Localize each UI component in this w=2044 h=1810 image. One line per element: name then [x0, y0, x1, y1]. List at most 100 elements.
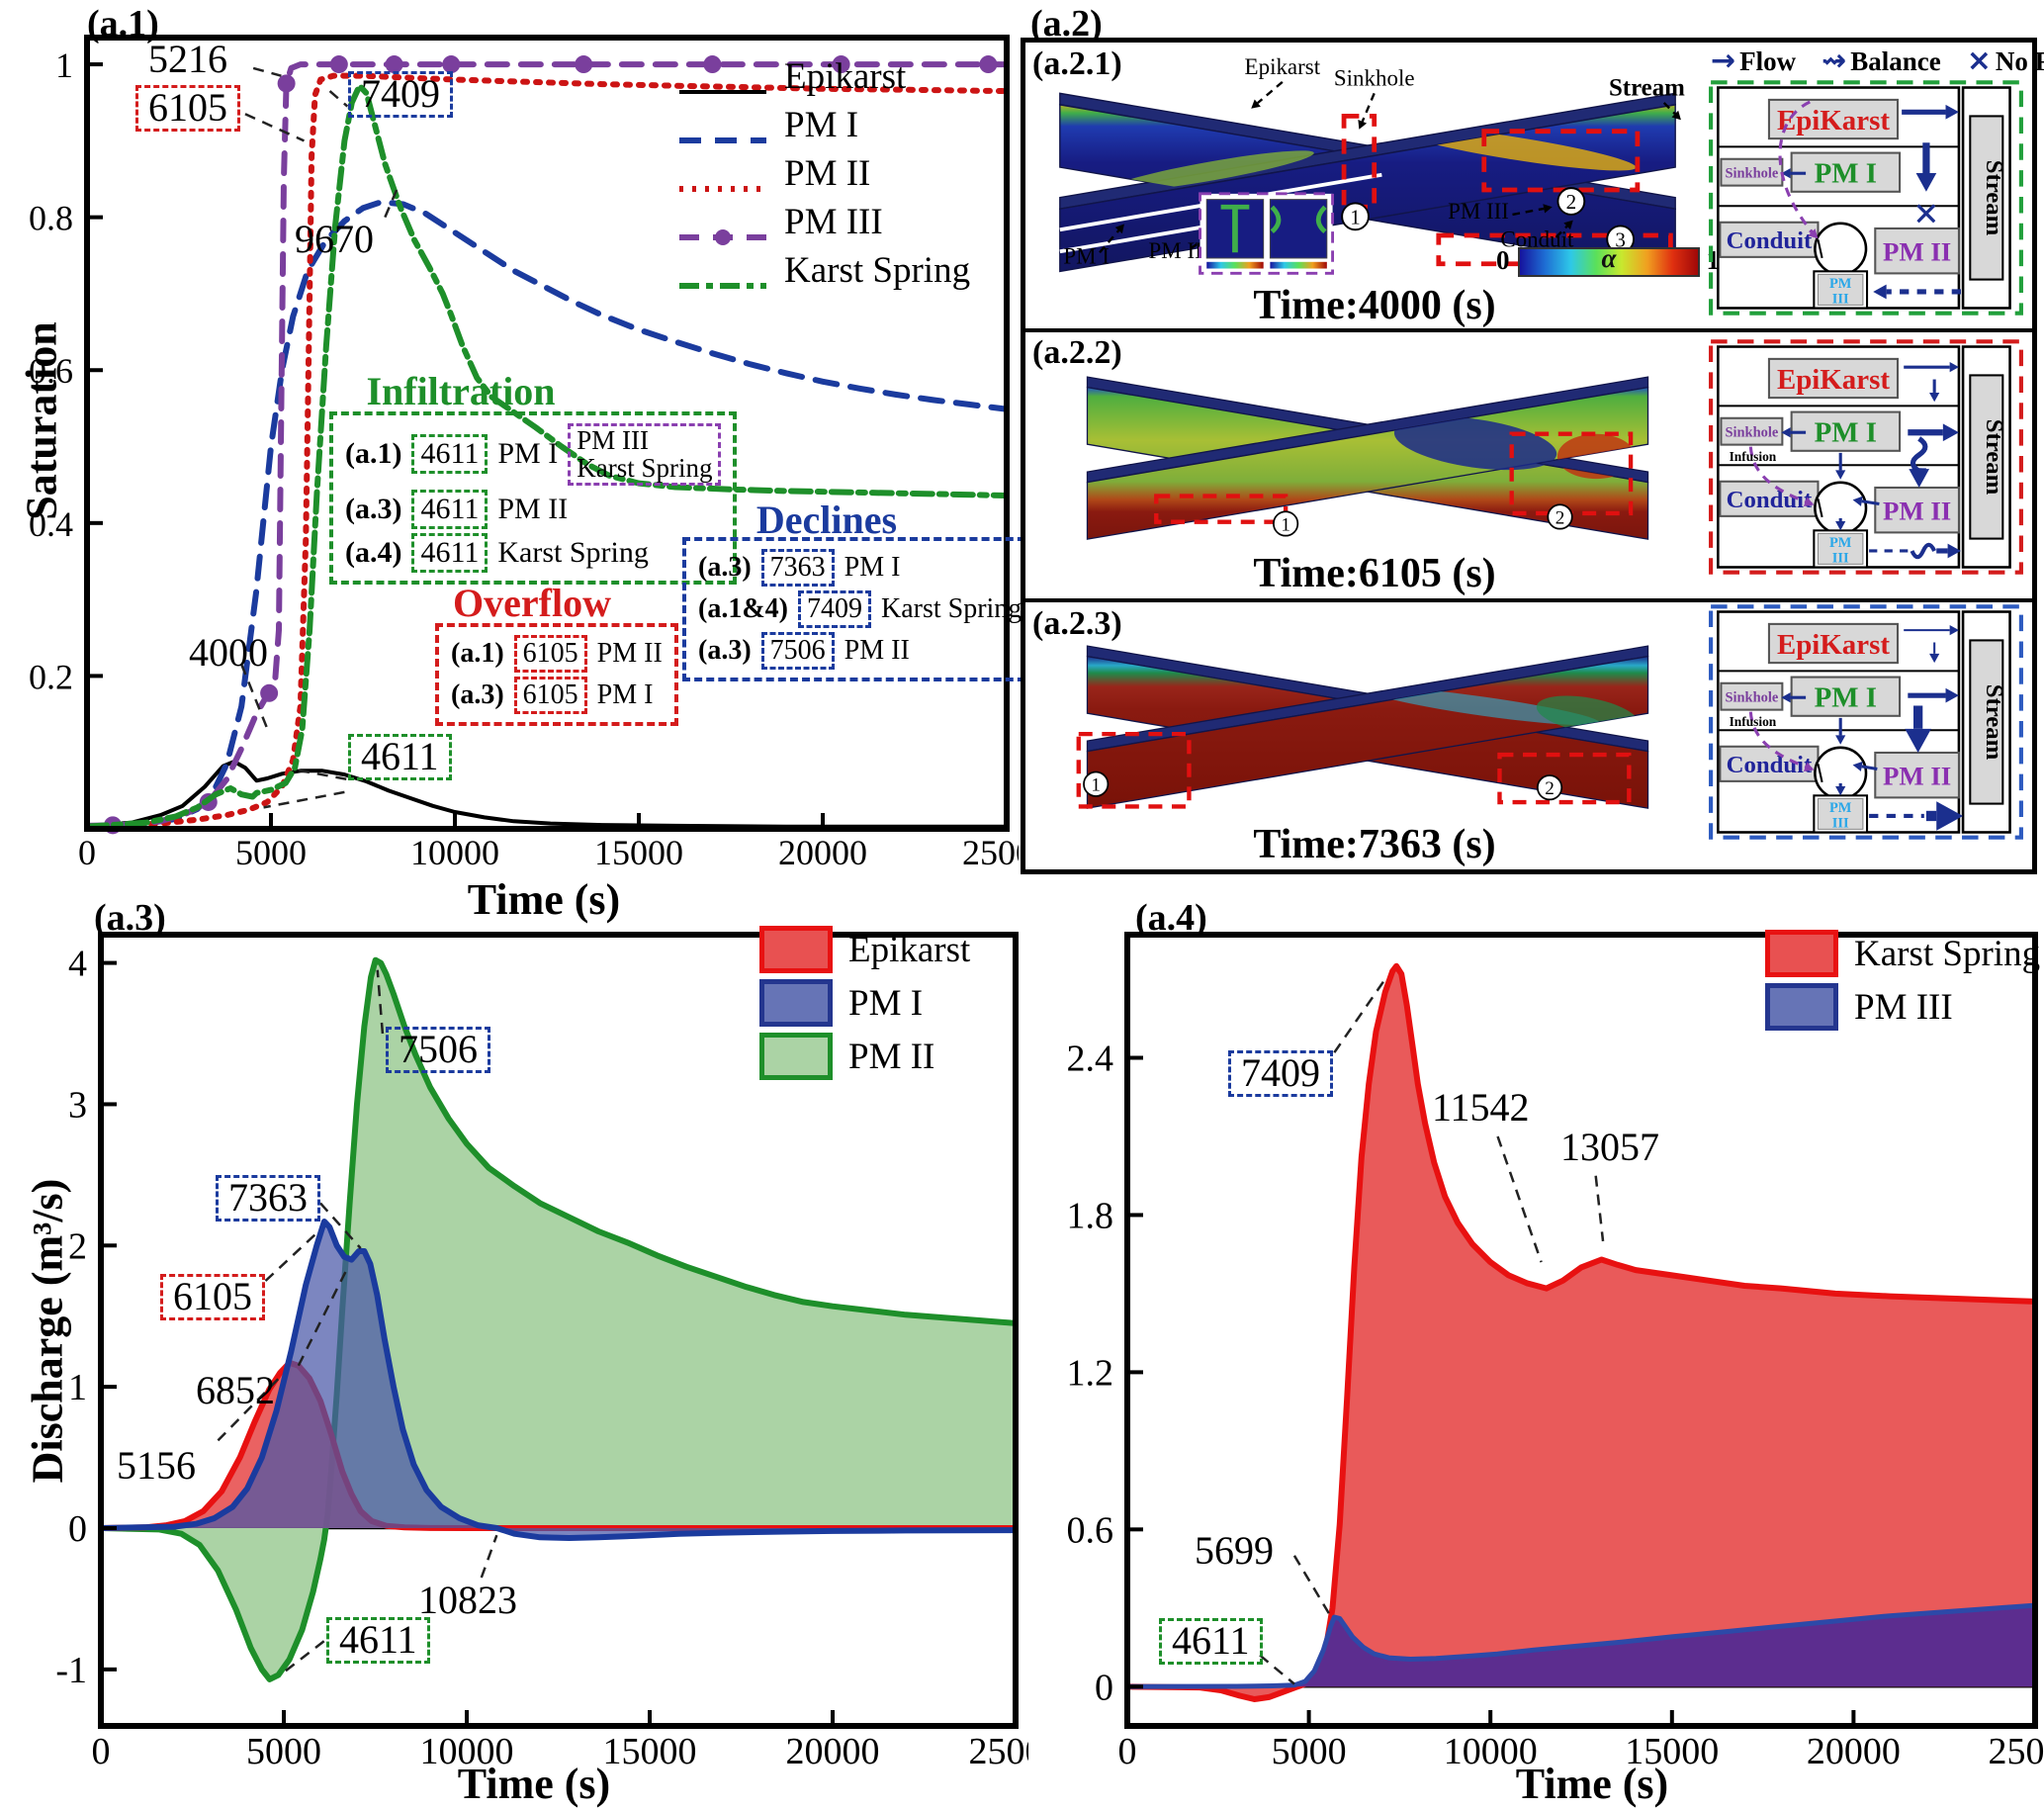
svg-text:PM I: PM I [1063, 244, 1110, 269]
svg-text:1.8: 1.8 [1067, 1195, 1114, 1236]
svg-text:Sinkhole: Sinkhole [1725, 165, 1778, 181]
annotation-leader [296, 769, 347, 780]
marker-pm-iii [703, 55, 722, 74]
line-pm-iii [1126, 1602, 2036, 1689]
svg-text:PM I: PM I [1815, 417, 1877, 449]
panel-a4: 2.4 1.8 1.2 0.6 00 5000 10000 15000 20000 25000 (… [1028, 890, 2044, 1810]
annotation-leader [376, 969, 385, 1035]
row-panel-ref: (a.1&4) [698, 593, 788, 624]
row-value: 7409 [797, 590, 871, 628]
svg-text:2: 2 [1566, 190, 1577, 214]
a3-legend: Epikarst PM I PM II [759, 926, 970, 1080]
row-value: 4611 [411, 434, 489, 475]
svg-text:Epikarst: Epikarst [1245, 57, 1321, 79]
marker-pm-iii [575, 55, 593, 74]
marker-pm-iii [277, 74, 296, 93]
panel-a3-label: (a.3) [94, 897, 166, 939]
row-panel-ref: (a.1) [345, 437, 402, 471]
row-value: 6105 [513, 677, 587, 714]
infiltration-row: (a.3) 4611 PM II [345, 489, 721, 529]
svg-text:PM: PM [1829, 535, 1852, 551]
row-panel-ref: (a.3) [451, 679, 504, 710]
row-panel-ref: (a.4) [345, 535, 402, 569]
saturation-chart: 1 0.8 0.6 0.4 0.2 0 5000 10000 15000 20000 25000 [29, 35, 1019, 872]
legend-row-pm3: PM III [1765, 983, 2040, 1031]
svg-text:15000: 15000 [1625, 1731, 1719, 1772]
pm3-swatch [1765, 983, 1838, 1031]
svg-text:PM: PM [1829, 276, 1852, 292]
annotation-leader [319, 1202, 362, 1249]
line-karst-spring [84, 82, 1010, 830]
epikarst-line-sample [677, 68, 768, 94]
line-pm-ii [100, 956, 1017, 1682]
svg-text:10000: 10000 [1444, 1731, 1538, 1772]
svg-text:0.6: 0.6 [1067, 1509, 1114, 1551]
karst-spring-chart: 2.4 1.8 1.2 0.6 00 5000 10000 15000 20000 25000 [1067, 932, 2044, 1772]
svg-text:Conduit: Conduit [1727, 752, 1813, 778]
svg-text:-1: -1 [55, 1650, 87, 1691]
svg-text:EpiKarst: EpiKarst [1777, 364, 1890, 396]
annotation-leader [279, 1640, 325, 1676]
flow-legend-item: → Flow [1711, 44, 1797, 78]
svg-text:1.2: 1.2 [1067, 1352, 1114, 1394]
marker-pm-iii [979, 55, 998, 74]
svg-text:Sinkhole: Sinkhole [1725, 689, 1778, 705]
annotation-leader [240, 664, 271, 734]
panel-a1-label: (a.1) [87, 3, 159, 45]
svg-text:1: 1 [55, 45, 73, 85]
annotation-13057: 13057 [1560, 1125, 1659, 1169]
svg-text:0: 0 [78, 833, 96, 872]
svg-text:PM I: PM I [1815, 682, 1877, 714]
svg-text:PM I: PM I [1815, 158, 1877, 190]
pm3-line-sample [677, 214, 768, 245]
legend-row-pm3: PM III [677, 201, 970, 245]
a2-divider-2 [1021, 598, 2037, 602]
svg-text:Infusion: Infusion [1730, 449, 1777, 464]
svg-text:Conduit: Conduit [1727, 227, 1813, 254]
legend-row-pm1: PM I [759, 979, 970, 1027]
marker-pm-iii [260, 683, 279, 702]
infiltration-title: Infiltration [366, 369, 556, 413]
a3-x-axis-title: Time (s) [457, 1760, 611, 1808]
legend-row-pm2: PM II [759, 1033, 970, 1080]
pm2-line-sample [677, 165, 768, 192]
flow-schematic-6105s: Stream EpiKarst Sinkhole PM I Conduit PM II PM… [1709, 339, 2023, 575]
panel-a23-label: (a.2.3) [1032, 605, 1122, 642]
row-value: 7506 [760, 632, 835, 670]
a4-legend: Karst Spring PM III [1765, 930, 2040, 1031]
annotation-6105: 6105 [135, 85, 240, 132]
svg-text:10000: 10000 [410, 833, 499, 872]
svg-text:Infusion: Infusion [1730, 714, 1777, 729]
flow-legend-item: ⇝ Balance [1822, 44, 1941, 78]
time-caption-6105: Time:6105 (s) [1253, 551, 1496, 596]
annotation-9670: 9670 [295, 217, 374, 261]
svg-text:15000: 15000 [594, 833, 683, 872]
row-panel-ref: (a.1) [451, 638, 504, 669]
flow-arrow-icon: → [1711, 44, 1736, 78]
annotation-7409: 7409 [1228, 1050, 1333, 1097]
marker-pm-iii [832, 55, 850, 74]
declines-box: (a.3) 7363 PM I (a.1&4) 7409 Karst Sprin… [682, 537, 1038, 681]
annotation-6852: 6852 [196, 1368, 275, 1412]
svg-text:1: 1 [1091, 775, 1101, 796]
annotation-leader [217, 1376, 282, 1442]
karst-spring-line-sample [677, 262, 768, 289]
a1-legend: Epikarst PM I PM II PM III Karst Spring [677, 55, 970, 292]
highlight-region [1436, 232, 1673, 267]
svg-text:25000: 25000 [962, 833, 1019, 872]
svg-text:0.2: 0.2 [29, 657, 73, 696]
declines-row: (a.3) 7506 PM II [698, 632, 1022, 670]
svg-text:25000: 25000 [1989, 1731, 2044, 1772]
annotation-leader [1259, 1654, 1295, 1685]
legend-row-karst: Karst Spring [677, 249, 970, 292]
declines-title: Declines [755, 498, 898, 542]
annotation-leader [384, 182, 401, 219]
svg-text:20000: 20000 [778, 833, 867, 872]
panel-a21-label: (a.2.1) [1032, 45, 1122, 82]
balance-arrow-icon: ⇝ [1822, 44, 1847, 78]
line-epikarst [85, 760, 1009, 829]
svg-text:10000: 10000 [420, 1731, 514, 1772]
annotation-leader [480, 1534, 498, 1579]
svg-text:0.4: 0.4 [29, 504, 73, 544]
